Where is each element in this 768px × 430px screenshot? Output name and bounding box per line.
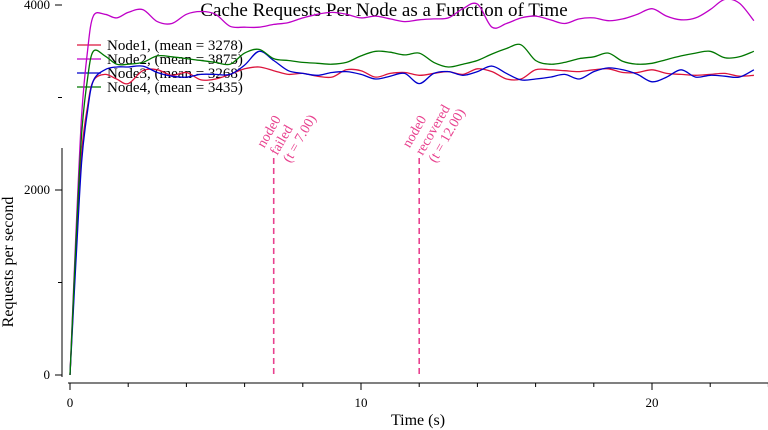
legend-label: Node1, (mean = 3278) — [107, 38, 243, 54]
y-tick-label: 0 — [44, 367, 51, 382]
y-tick-label: 2000 — [24, 182, 50, 197]
legend-label: Node2, (mean = 3875) — [107, 52, 243, 68]
y-axis: 0 2000 4000 — [24, 0, 63, 382]
x-axis-label: Time (s) — [391, 412, 445, 429]
series-group — [69, 0, 755, 376]
legend: Node1, (mean = 3278)Node2, (mean = 3875)… — [77, 38, 243, 96]
x-tick-label: 20 — [646, 395, 659, 410]
legend-label: Node4, (mean = 3435) — [107, 80, 243, 96]
series-line-node2 — [69, 0, 755, 376]
x-tick-label: 0 — [67, 395, 74, 410]
x-axis: 0 10 20 — [67, 382, 768, 410]
series-line-node3 — [69, 50, 755, 376]
legend-label: Node3, (mean = 3268) — [107, 66, 243, 82]
y-axis-label: Requests per second — [0, 197, 17, 328]
chart-title: Cache Requests Per Node as a Function of… — [200, 0, 567, 21]
x-tick-label: 10 — [355, 395, 368, 410]
series-line-node1 — [69, 66, 754, 376]
series-line-node4 — [69, 43, 755, 376]
y-tick-label: 4000 — [24, 0, 50, 12]
